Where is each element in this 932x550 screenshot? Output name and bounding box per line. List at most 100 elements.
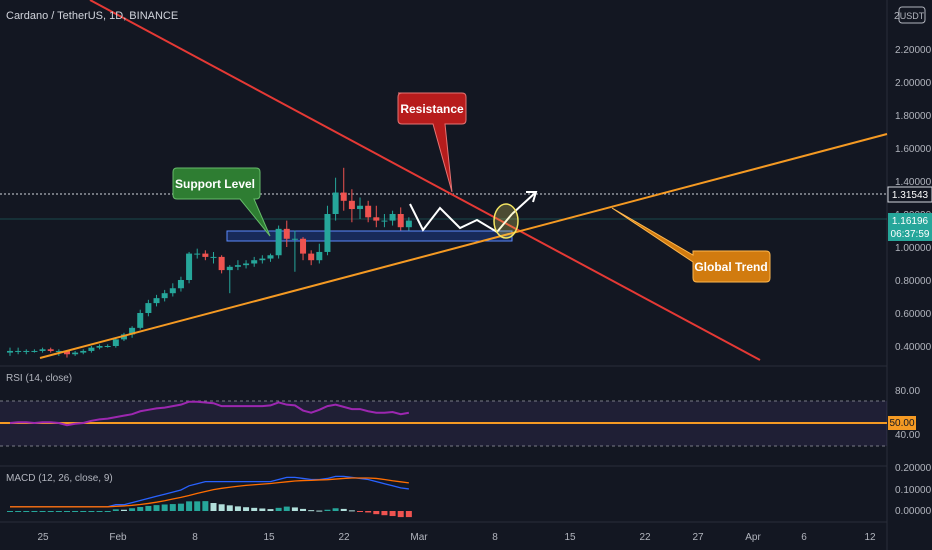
- candle-body: [373, 217, 380, 221]
- breakout-highlight: [493, 203, 519, 239]
- macd-histogram-bar: [15, 511, 22, 512]
- macd-histogram-bar: [72, 511, 79, 512]
- macd-histogram-bar: [145, 505, 152, 511]
- candle-body: [202, 253, 209, 257]
- date-tick-label: 15: [564, 532, 576, 543]
- candle-body: [243, 263, 250, 266]
- macd-histogram-bar: [259, 508, 266, 511]
- candle-body: [186, 253, 193, 280]
- macd-histogram-bar: [365, 511, 372, 513]
- candle-body: [39, 349, 46, 351]
- candle-body: [397, 214, 404, 228]
- macd-histogram-bar: [169, 504, 176, 511]
- candle-body: [218, 256, 225, 271]
- macd-histogram-bar: [153, 505, 160, 511]
- candle-body: [357, 205, 364, 210]
- global-trend-line[interactable]: [39, 133, 888, 359]
- macd-histogram-bar: [243, 507, 250, 511]
- macd-histogram-bar: [340, 508, 347, 511]
- macd-histogram-bar: [137, 507, 144, 511]
- date-tick-label: 27: [692, 532, 704, 543]
- candle-body: [194, 253, 201, 255]
- candle-body: [15, 350, 22, 352]
- candles-group: [7, 167, 412, 358]
- macd-histogram-bar: [226, 505, 233, 511]
- current-price-label: 1.16196: [892, 216, 929, 227]
- candle-body: [80, 350, 87, 353]
- date-tick-label: 25: [37, 532, 49, 543]
- candle-body: [267, 255, 274, 259]
- macd-histogram-bar: [120, 509, 127, 511]
- candle-body: [308, 253, 315, 261]
- macd-histogram-bar: [80, 511, 87, 512]
- resistance-callout: [397, 92, 467, 193]
- macd-histogram-bar: [283, 506, 290, 511]
- trend-label: Global Trend: [694, 260, 767, 274]
- candle-body: [234, 265, 241, 267]
- macd-histogram-bar: [161, 504, 168, 511]
- candle-body: [348, 200, 355, 210]
- date-tick-label: Apr: [745, 532, 761, 543]
- candle-body: [283, 228, 290, 239]
- candle-body: [324, 214, 331, 252]
- price-tick-label: 1.60000: [895, 144, 932, 155]
- macd-histogram-bar: [23, 511, 30, 512]
- macd-title: MACD (12, 26, close, 9): [6, 473, 113, 484]
- candle-body: [7, 350, 13, 353]
- macd-histogram-bar: [381, 511, 388, 516]
- candle-body: [177, 280, 184, 289]
- candle-body: [210, 256, 217, 258]
- price-axis-top: 2: [894, 11, 900, 22]
- candle-body: [251, 260, 258, 264]
- macd-histogram-bar: [373, 511, 380, 515]
- macd-histogram-bar: [112, 509, 119, 511]
- date-tick-label: 6: [801, 532, 807, 543]
- macd-histogram-bar: [63, 511, 70, 512]
- date-tick-label: 8: [192, 532, 198, 543]
- macd-histogram-bar: [31, 511, 38, 512]
- macd-histogram-bar: [405, 511, 412, 518]
- trend-callout: [611, 207, 771, 283]
- macd-histogram-bar: [275, 507, 282, 511]
- candle-body: [55, 350, 62, 352]
- date-tick-label: 22: [639, 532, 651, 543]
- macd-histogram-bar: [316, 510, 323, 512]
- candle-body: [88, 347, 95, 351]
- macd-histogram-bar: [348, 510, 355, 512]
- date-ticks: 25 Feb 8 15 22 Mar 8 15 22 27 Apr 6 12: [37, 532, 876, 543]
- candle-body: [145, 303, 152, 313]
- candle-body: [31, 350, 38, 352]
- macd-histogram-bar: [234, 506, 241, 511]
- candle-body: [405, 220, 412, 228]
- price-tick-label: 0.40000: [895, 342, 932, 353]
- date-tick-label: Feb: [109, 532, 127, 543]
- candle-body: [129, 327, 136, 335]
- date-tick-label: 8: [492, 532, 498, 543]
- candle-body: [63, 350, 70, 355]
- macd-histogram-bar: [291, 507, 298, 511]
- macd-histogram-bar: [194, 501, 201, 511]
- candle-body: [340, 192, 347, 201]
- resistance-line[interactable]: [89, 0, 761, 361]
- macd-histogram-bar: [202, 501, 209, 511]
- candle-body: [300, 238, 307, 254]
- candle-body: [226, 266, 233, 271]
- candle-body: [365, 205, 372, 218]
- macd-histogram-bar: [7, 511, 13, 512]
- macd-histogram-bar: [308, 510, 315, 512]
- candle-body: [169, 288, 176, 294]
- candle-body: [120, 334, 127, 340]
- currency-badge-box[interactable]: [898, 6, 926, 24]
- resistance-label: Resistance: [400, 102, 464, 116]
- countdown-label: 06:37:59: [891, 229, 930, 240]
- candle-body: [112, 339, 119, 346]
- candle-body: [161, 293, 168, 299]
- macd-histogram-bar: [39, 511, 46, 512]
- candle-body: [291, 238, 298, 240]
- date-tick-label: 15: [263, 532, 275, 543]
- currency-badge[interactable]: USDT: [900, 11, 925, 21]
- macd-tick-0: 0.20000: [895, 463, 932, 474]
- candle-body: [47, 349, 54, 351]
- macd-histogram-bar: [55, 511, 62, 512]
